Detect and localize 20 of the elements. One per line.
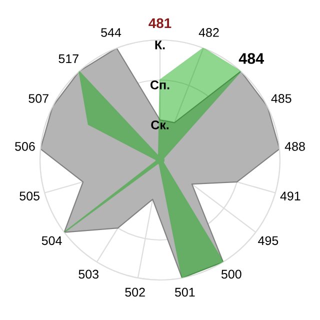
spoke-label: 506 <box>15 142 35 151</box>
spoke-label: 505 <box>20 192 40 200</box>
spoke-label: 484 <box>238 53 264 64</box>
spoke-label: 501 <box>174 288 195 297</box>
spoke-label: 517 <box>58 54 78 64</box>
y-tick-label: К. <box>155 40 165 50</box>
spoke-label: 507 <box>28 94 48 103</box>
spoke-label: 544 <box>101 28 122 37</box>
spoke-label: 504 <box>42 236 62 246</box>
spoke-label: 502 <box>125 288 145 297</box>
spoke-label: 491 <box>280 192 300 200</box>
spoke-label: 500 <box>221 270 242 279</box>
spoke-label: 503 <box>78 270 98 279</box>
spoke-label: 482 <box>198 28 219 37</box>
y-tick-label: Ск. <box>151 120 169 130</box>
spoke-label: 495 <box>258 236 278 246</box>
spoke-label: 481 <box>148 18 172 28</box>
y-tick-label: Сп. <box>150 80 170 90</box>
spoke-label: 488 <box>284 142 305 151</box>
spoke-label: 485 <box>271 94 292 103</box>
